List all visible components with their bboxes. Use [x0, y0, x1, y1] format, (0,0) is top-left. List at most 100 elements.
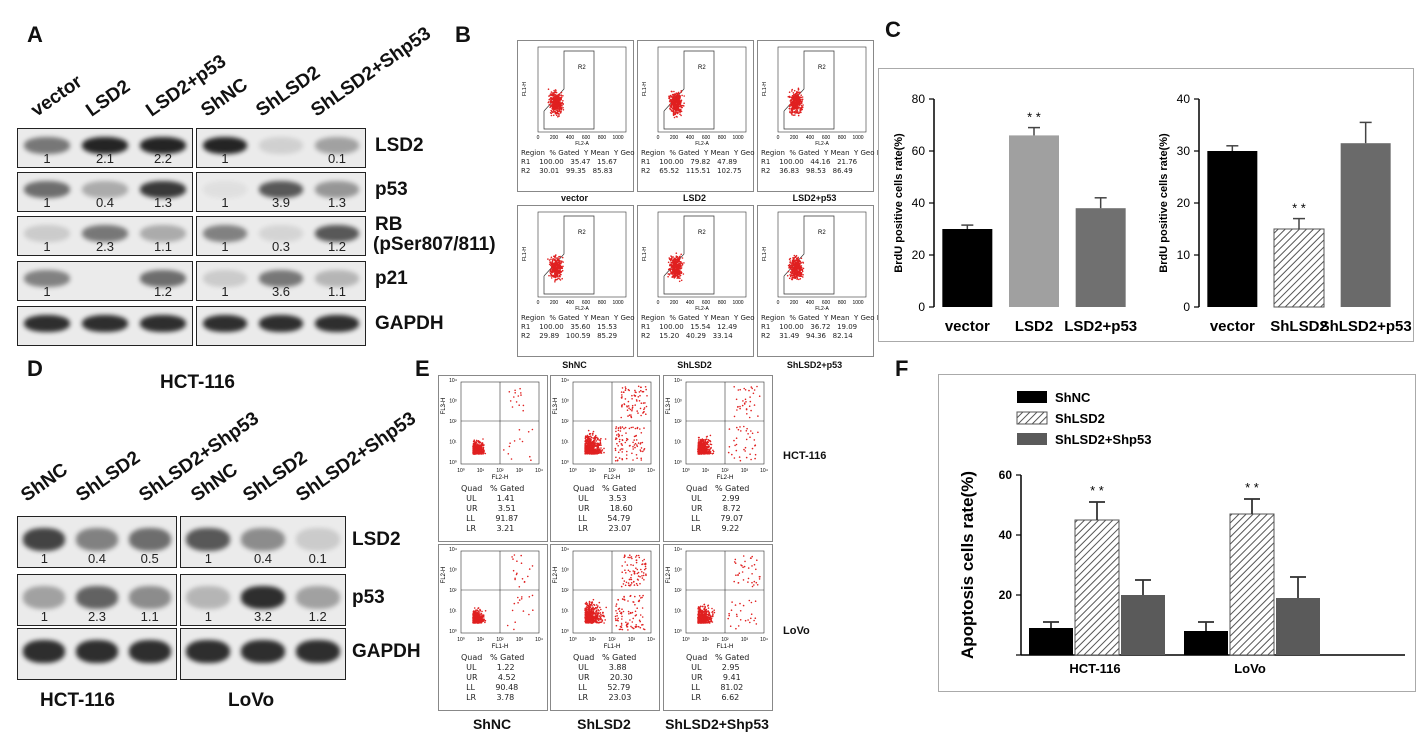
densitometry-value: 0.4	[253, 551, 273, 566]
densitometry-value: 0.4	[95, 195, 115, 210]
bar	[1074, 519, 1120, 656]
svg-text:10³: 10³	[561, 399, 569, 405]
band	[314, 225, 360, 243]
lane-label-5: ShLSD2+Shp53	[292, 408, 420, 507]
svg-text:200: 200	[550, 135, 559, 141]
svg-text:800: 800	[838, 300, 847, 306]
densitometry-value: 1.3	[153, 195, 173, 210]
svg-text:FL2-H: FL2-H	[492, 475, 509, 481]
svg-text:BrdU positive cells rate(%): BrdU positive cells rate(%)	[1158, 133, 1170, 273]
svg-text:1000: 1000	[612, 300, 623, 306]
svg-text:800: 800	[598, 135, 607, 141]
protein-label-p21: p21	[375, 268, 408, 289]
svg-text:10¹: 10¹	[674, 440, 682, 446]
band	[202, 270, 248, 288]
band	[186, 528, 231, 551]
svg-text:10¹: 10¹	[702, 468, 710, 474]
blot-gapdh-left	[17, 628, 177, 680]
band	[23, 528, 66, 551]
band	[314, 315, 360, 333]
svg-text:10⁴: 10⁴	[561, 378, 569, 384]
svg-text:400: 400	[686, 300, 695, 306]
svg-text:20: 20	[1177, 196, 1191, 210]
lane-label-1: LSD2	[82, 76, 135, 122]
svg-text:FL1-H: FL1-H	[642, 82, 648, 96]
band	[23, 225, 71, 243]
svg-text:R2: R2	[578, 65, 586, 71]
band	[23, 586, 66, 609]
band	[241, 640, 285, 663]
svg-text:40: 40	[912, 196, 926, 210]
band	[23, 181, 71, 199]
svg-text:FL1-H: FL1-H	[522, 247, 528, 261]
svg-text:600: 600	[582, 135, 591, 141]
svg-text:600: 600	[582, 300, 591, 306]
svg-text:FL2-A: FL2-A	[575, 141, 589, 147]
svg-text:200: 200	[790, 135, 799, 141]
svg-text:FL2-A: FL2-A	[815, 141, 829, 147]
bar	[1340, 143, 1391, 307]
svg-text:10¹: 10¹	[477, 468, 485, 474]
svg-text:FL2-A: FL2-A	[695, 141, 709, 147]
svg-text:800: 800	[718, 135, 727, 141]
blot-gapdh-right	[180, 628, 346, 680]
svg-text:400: 400	[566, 135, 575, 141]
scatter-plot: R2 0 200 400 600 800 1000 FL2-A FL1-H	[762, 46, 867, 147]
svg-text:vector: vector	[1210, 318, 1255, 335]
densitometry-value: 2.2	[153, 151, 173, 166]
scatter-plot: R2 0 200 400 600 800 1000 FL2-A FL1-H	[762, 211, 867, 312]
bar	[1276, 598, 1320, 655]
svg-text:FL3-H: FL3-H	[441, 398, 447, 415]
densitometry-value: 0.5	[140, 551, 159, 566]
band	[202, 225, 248, 243]
quad-stats-table: Quad % Gated UL 3.88 UR 20.30 LL 52.79 L…	[573, 653, 637, 702]
svg-text:10⁰: 10⁰	[449, 460, 457, 466]
svg-text:600: 600	[822, 300, 831, 306]
densitometry-value: 1	[204, 551, 212, 566]
densitometry-value: 1	[40, 551, 48, 566]
panel-d-cell-line-1: HCT-116	[40, 690, 115, 711]
flow-plot-brdu: R2 0 200 400 600 800 1000 FL2-A FL1-H Region % Ga…	[757, 205, 896, 357]
band	[81, 181, 129, 199]
svg-text:200: 200	[790, 300, 799, 306]
apoptosis-flow-plot: 10⁰ 10⁰ 10¹ 10¹ 10² 10² 10³ 10³ 10⁴ 10⁴ FL2-H FL3-H…	[550, 375, 660, 542]
protein-label-lsd2: LSD2	[352, 529, 401, 550]
blot-gapdh-right	[196, 306, 366, 346]
svg-text:* *: * *	[1027, 110, 1041, 125]
flow-caption: LSD2+p53	[792, 193, 837, 203]
lane-label-0: vector	[27, 71, 87, 122]
svg-text:* *: * *	[1292, 201, 1306, 216]
band	[81, 225, 129, 243]
band	[202, 137, 248, 155]
blot-p21-right: 1 3.6 1.1	[196, 261, 366, 301]
bar	[1273, 228, 1325, 308]
flow-plot-brdu: R2 0 200 400 600 800 1000 FL2-A FL1-H Region % Ga…	[637, 205, 776, 357]
svg-text:FL1-H: FL1-H	[642, 247, 648, 261]
quad-stats-table: Quad % Gated UL 2.99 UR 8.72 LL 79.07 LR…	[686, 484, 750, 533]
svg-text:10²: 10²	[561, 419, 569, 425]
svg-text:30: 30	[1177, 144, 1191, 158]
svg-text:10¹: 10¹	[449, 440, 457, 446]
svg-text:800: 800	[598, 300, 607, 306]
band	[186, 640, 231, 663]
densitometry-value: 0.3	[271, 239, 291, 254]
svg-text:10⁰: 10⁰	[569, 468, 577, 474]
band	[258, 181, 304, 199]
blot-p21-left: 1 1.2	[17, 261, 193, 301]
scatter-plot: R2 0 200 400 600 800 1000 FL2-A FL1-H	[522, 211, 627, 312]
densitometry-value: 0.4	[87, 551, 107, 566]
svg-text:10: 10	[1177, 248, 1191, 262]
bar	[942, 229, 993, 307]
flow-stats-table: Region % Gated Y Mean Y Geo Mean R1 100.…	[641, 314, 776, 340]
bar	[1121, 595, 1165, 655]
protein-label-p53: p53	[352, 587, 385, 608]
band	[314, 270, 360, 288]
svg-text:FL1-H: FL1-H	[522, 82, 528, 96]
svg-text:800: 800	[718, 300, 727, 306]
panel-f-chart-frame: 20 40 60 Apoptosis cells rate(%) ShNC ShLSD2 S…	[938, 374, 1416, 692]
lane-label-0: ShNC	[17, 459, 72, 507]
svg-text:0: 0	[918, 300, 925, 314]
